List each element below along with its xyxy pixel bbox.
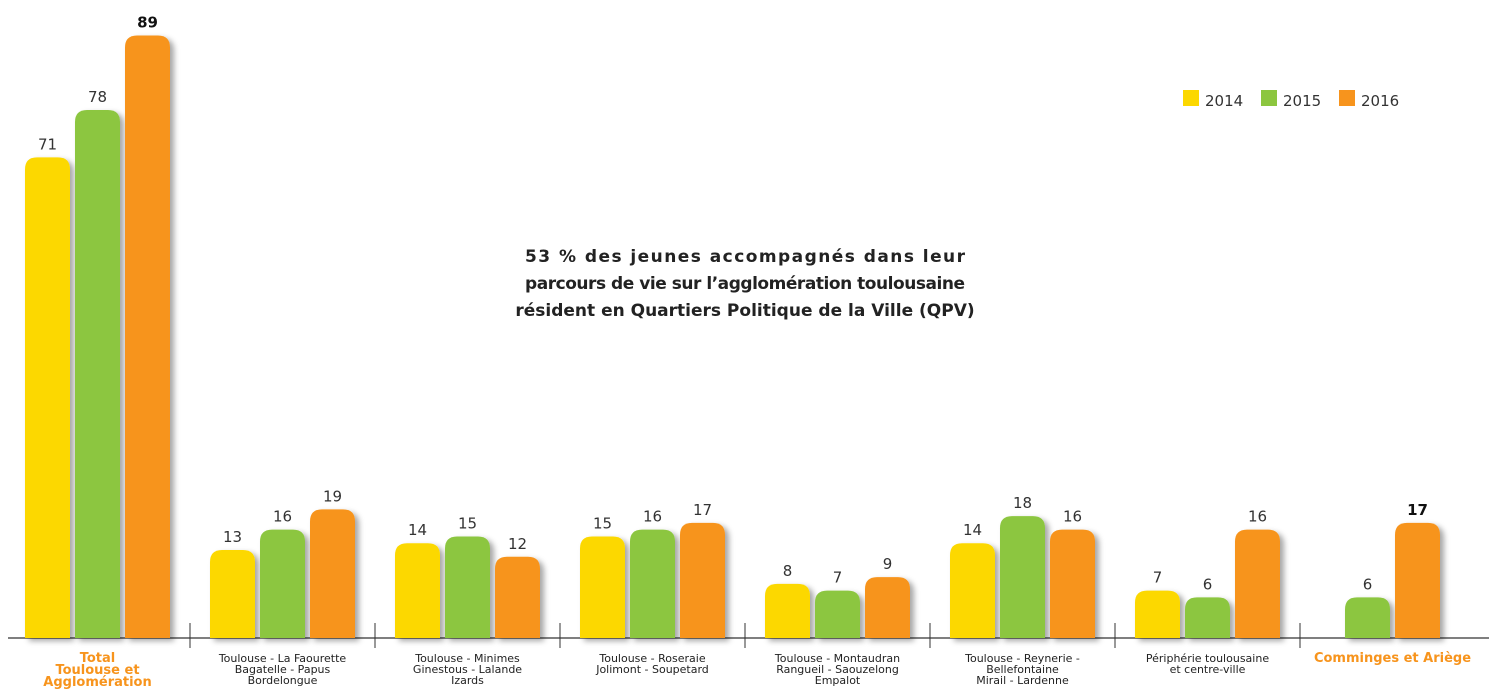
bar — [1050, 529, 1095, 638]
value-label: 8 — [783, 562, 793, 580]
x-tick-label: Toulouse - Montaudran Rangueil - Saouzelo… — [774, 652, 900, 687]
annotation-line: parcours de vie sur l’agglomération toul… — [525, 274, 965, 294]
bar — [495, 556, 540, 638]
x-tick-label: Toulouse - La Faourette Bagatelle - Papus… — [218, 652, 347, 687]
bar — [1235, 529, 1280, 638]
value-label: 16 — [1248, 508, 1267, 526]
bar — [580, 536, 625, 638]
annotation-line: résident en Quartiers Politique de la Vi… — [515, 301, 974, 321]
bar — [310, 509, 355, 638]
x-tick-label-line: Rangueil - Saouzelong — [776, 663, 899, 676]
value-label: 16 — [643, 508, 662, 526]
x-tick-label: Toulouse - Minimes Ginestous - Lalande Iza… — [413, 652, 522, 687]
value-label: 14 — [963, 521, 982, 539]
value-label: 9 — [883, 555, 893, 573]
value-label: 14 — [408, 521, 427, 539]
x-tick-label-line: Toulouse - Roseraie — [598, 652, 705, 665]
x-tick-label: Périphérie toulousaine et centre-ville — [1146, 652, 1269, 676]
bar — [815, 590, 860, 638]
bar — [75, 109, 120, 638]
legend-swatch — [1261, 90, 1277, 106]
bar — [445, 536, 490, 638]
x-tick-label-line: Ginestous - Lalande — [413, 663, 522, 676]
x-tick-label-line: Comminges et Ariège — [1314, 651, 1471, 666]
bar — [395, 543, 440, 638]
value-label: 78 — [88, 88, 107, 106]
bar — [765, 583, 810, 638]
bar — [1185, 597, 1230, 638]
x-tick-label-line: Izards — [451, 674, 484, 687]
bar — [950, 543, 995, 638]
value-label: 7 — [1153, 569, 1163, 587]
bar — [630, 529, 675, 638]
x-tick-label-line: Toulouse et — [55, 663, 139, 678]
x-tick-label: Toulouse - Roseraie Jolimont - Soupetard — [595, 652, 709, 676]
bar — [865, 577, 910, 638]
value-label: 71 — [38, 135, 57, 153]
x-tick-label-line: Total — [80, 651, 116, 666]
value-label: 16 — [1063, 508, 1082, 526]
bar — [25, 157, 70, 638]
value-label: 13 — [223, 528, 242, 546]
x-tick-label-line: Empalot — [815, 674, 861, 687]
x-tick-label-line: Jolimont - Soupetard — [595, 663, 709, 676]
x-tick-label-line: Toulouse - Montaudran — [774, 652, 900, 665]
bar — [260, 529, 305, 638]
x-tick-label-line: Agglomération — [43, 675, 151, 690]
x-tick-label: Comminges et Ariège — [1314, 651, 1471, 666]
x-tick-label: Toulouse - Reynerie -Bellefontaine Mirail… — [964, 652, 1080, 687]
value-label: 15 — [593, 514, 612, 532]
legend-swatch — [1183, 90, 1199, 106]
x-tick-label-line: Périphérie toulousaine — [1146, 652, 1269, 665]
bar — [680, 522, 725, 638]
value-label: 17 — [693, 501, 712, 519]
value-label: 17 — [1407, 501, 1428, 519]
bar — [1395, 522, 1440, 638]
value-label: 15 — [458, 514, 477, 532]
value-label: 6 — [1363, 575, 1373, 593]
legend-label: 2014 — [1205, 92, 1243, 110]
x-tick-label-line: Bagatelle - Papus — [235, 663, 331, 676]
x-tick-label-line: Mirail - Lardenne — [976, 674, 1069, 687]
value-label: 18 — [1013, 494, 1032, 512]
value-label: 89 — [137, 13, 158, 31]
x-tick-label-line: et centre-ville — [1170, 663, 1246, 676]
value-label: 16 — [273, 508, 292, 526]
x-tick-label-line: Toulouse - Reynerie - — [964, 652, 1080, 665]
legend-label: 2016 — [1361, 92, 1399, 110]
legend-label: 2015 — [1283, 92, 1321, 110]
value-label: 19 — [323, 487, 342, 505]
bar — [1000, 516, 1045, 638]
x-tick-label: Total Toulouse et Agglomération — [43, 651, 151, 690]
legend-swatch — [1339, 90, 1355, 106]
bar — [210, 549, 255, 638]
value-label: 7 — [833, 569, 843, 587]
x-tick-label-line: Toulouse - La Faourette — [218, 652, 347, 665]
x-tick-label-line: Bordelongue — [248, 674, 318, 687]
x-tick-label-line: Bellefontaine — [986, 663, 1059, 676]
bar — [1135, 590, 1180, 638]
value-label: 12 — [508, 535, 527, 553]
value-label: 6 — [1203, 575, 1213, 593]
bar — [1345, 597, 1390, 638]
annotation-line: 53 % des jeunes accompagnés dans leur — [525, 247, 966, 267]
x-tick-label-line: Toulouse - Minimes — [414, 652, 520, 665]
bar — [125, 35, 170, 639]
